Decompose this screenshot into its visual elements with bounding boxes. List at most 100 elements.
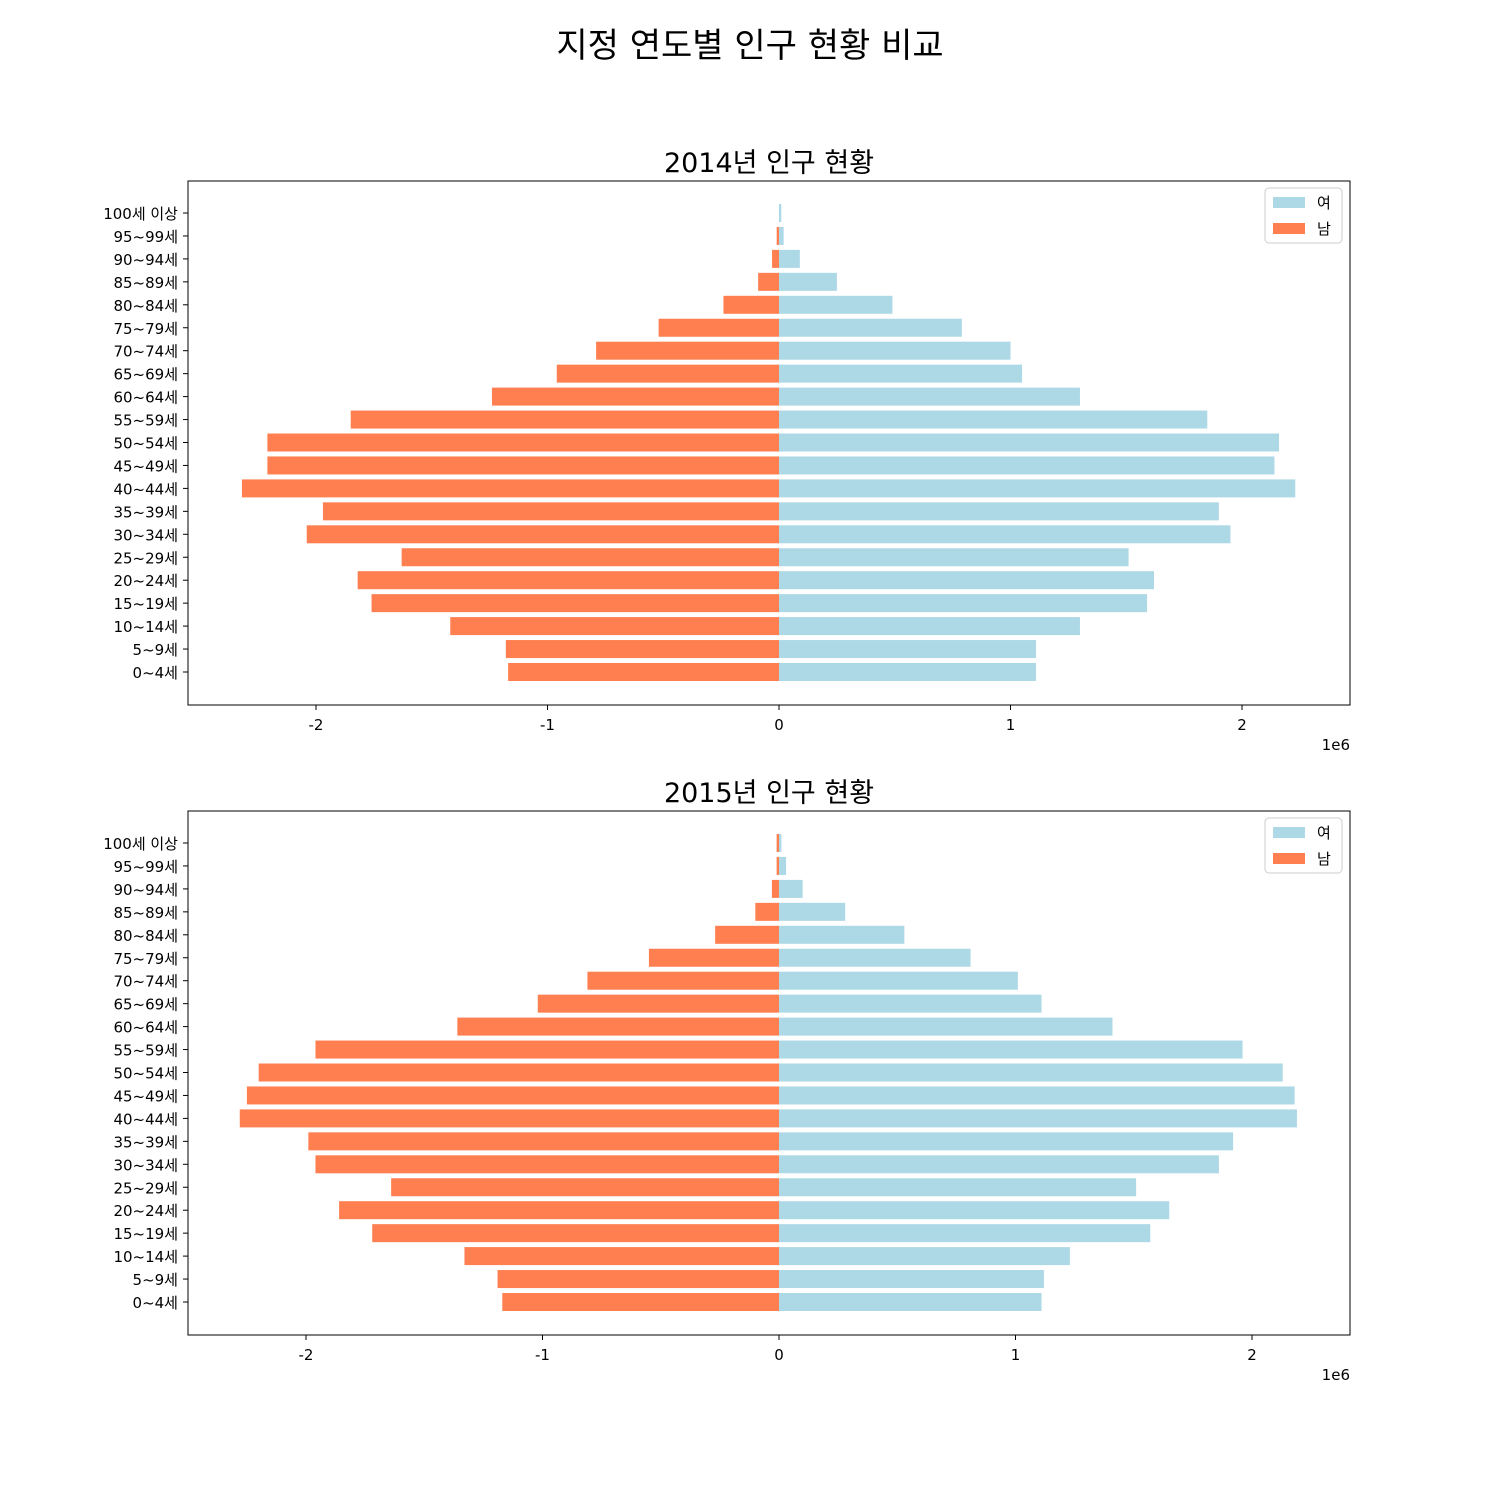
y-tick-label: 65~69세 bbox=[113, 996, 178, 1014]
bar-female-7 bbox=[779, 1132, 1234, 1151]
y-tick-label: 75~79세 bbox=[113, 320, 178, 338]
bar-male-5 bbox=[391, 1178, 779, 1197]
y-tick-label: 40~44세 bbox=[113, 480, 178, 498]
bar-male-14 bbox=[587, 971, 779, 990]
bar-male-6 bbox=[306, 525, 779, 544]
x-tick-label: 2 bbox=[1247, 1346, 1257, 1364]
legend-swatch-male bbox=[1273, 853, 1305, 864]
y-tick-label: 30~34세 bbox=[113, 1156, 178, 1174]
bar-male-9 bbox=[267, 456, 779, 475]
y-tick-label: 80~84세 bbox=[113, 297, 178, 315]
y-tick-label: 5~9세 bbox=[133, 1271, 178, 1289]
bar-male-11 bbox=[350, 410, 779, 429]
bar-female-18 bbox=[779, 879, 803, 898]
y-tick-label: 45~49세 bbox=[113, 457, 178, 475]
x-scale-label: 1e6 bbox=[1322, 736, 1350, 754]
chart-title: 2015년 인구 현황 bbox=[664, 778, 874, 809]
bar-female-17 bbox=[779, 272, 837, 291]
bar-male-18 bbox=[772, 249, 779, 268]
bar-male-3 bbox=[372, 1224, 779, 1243]
y-tick-label: 20~24세 bbox=[113, 572, 178, 590]
bar-female-16 bbox=[779, 925, 905, 944]
bar-female-1 bbox=[779, 640, 1036, 659]
y-tick-label: 10~14세 bbox=[113, 1248, 178, 1266]
bar-female-9 bbox=[779, 1086, 1295, 1105]
bar-male-20 bbox=[776, 834, 779, 852]
bar-male-17 bbox=[758, 272, 779, 291]
bar-female-7 bbox=[779, 502, 1219, 521]
legend-swatch-male bbox=[1273, 223, 1305, 234]
bar-male-7 bbox=[308, 1132, 779, 1151]
bar-male-16 bbox=[723, 295, 779, 314]
bar-male-18 bbox=[771, 879, 779, 898]
bar-male-0 bbox=[502, 1293, 779, 1311]
y-tick-label: 35~39세 bbox=[113, 503, 178, 521]
y-tick-label: 30~34세 bbox=[113, 526, 178, 544]
x-scale-label: 1e6 bbox=[1322, 1366, 1350, 1384]
bar-male-14 bbox=[596, 341, 779, 360]
bar-female-13 bbox=[779, 994, 1042, 1013]
bar-male-2 bbox=[464, 1247, 779, 1266]
x-tick-label: -1 bbox=[535, 1346, 550, 1364]
y-tick-label: 45~49세 bbox=[113, 1087, 178, 1105]
bar-male-6 bbox=[315, 1155, 779, 1174]
bar-female-12 bbox=[779, 1017, 1113, 1036]
y-tick-label: 55~59세 bbox=[113, 412, 178, 430]
bar-male-15 bbox=[658, 318, 779, 337]
y-tick-label: 85~89세 bbox=[113, 274, 178, 292]
bar-female-20 bbox=[779, 834, 782, 852]
chart-panel-2: 2015년 인구 현황 0~4세 5~9세 10~14세 15~19세 20~24세 25~… bbox=[103, 778, 1351, 1384]
bar-female-19 bbox=[779, 856, 787, 875]
bar-female-18 bbox=[779, 249, 800, 268]
y-tick-label: 80~84세 bbox=[113, 927, 178, 945]
bar-female-16 bbox=[779, 295, 893, 314]
bar-female-9 bbox=[779, 456, 1275, 475]
bar-female-0 bbox=[779, 663, 1036, 681]
y-tick-label: 50~54세 bbox=[113, 1065, 178, 1083]
bar-male-11 bbox=[315, 1040, 779, 1059]
bar-male-1 bbox=[497, 1270, 779, 1289]
y-tick-label: 100세 이상 bbox=[103, 205, 178, 223]
y-tick-label: 60~64세 bbox=[113, 389, 178, 407]
y-tick-label: 95~99세 bbox=[113, 858, 178, 876]
bar-male-13 bbox=[537, 994, 779, 1013]
bar-female-4 bbox=[779, 571, 1155, 590]
bar-female-2 bbox=[779, 617, 1080, 636]
bar-male-16 bbox=[715, 925, 779, 944]
y-tick-label: 90~94세 bbox=[113, 881, 178, 899]
y-tick-label: 65~69세 bbox=[113, 366, 178, 384]
y-tick-label: 60~64세 bbox=[113, 1019, 178, 1037]
x-tick-label: 0 bbox=[774, 716, 784, 734]
y-tick-label: 40~44세 bbox=[113, 1110, 178, 1128]
bar-female-2 bbox=[779, 1247, 1070, 1266]
legend-label-male: 남 bbox=[1317, 850, 1331, 868]
bar-female-15 bbox=[779, 948, 971, 967]
y-tick-label: 25~29세 bbox=[113, 549, 178, 567]
y-tick-label: 10~14세 bbox=[113, 618, 178, 636]
bar-female-8 bbox=[779, 479, 1296, 498]
x-tick-label: -2 bbox=[299, 1346, 314, 1364]
bar-female-8 bbox=[779, 1109, 1297, 1128]
legend-swatch-female bbox=[1273, 827, 1305, 838]
y-tick-label: 95~99세 bbox=[113, 228, 178, 246]
y-tick-label: 25~29세 bbox=[113, 1179, 178, 1197]
x-tick-label: 0 bbox=[774, 1346, 784, 1364]
y-tick-label: 5~9세 bbox=[133, 641, 178, 659]
x-tick-label: -2 bbox=[309, 716, 324, 734]
y-tick-label: 0~4세 bbox=[133, 1294, 178, 1312]
bar-male-7 bbox=[322, 502, 779, 521]
bar-male-17 bbox=[755, 902, 779, 921]
bar-female-1 bbox=[779, 1270, 1044, 1289]
bar-female-14 bbox=[779, 341, 1011, 360]
bar-male-19 bbox=[776, 856, 779, 875]
bar-female-14 bbox=[779, 971, 1018, 990]
bar-male-0 bbox=[508, 663, 779, 681]
bar-male-1 bbox=[505, 640, 779, 659]
bar-male-5 bbox=[401, 548, 779, 567]
y-tick-label: 75~79세 bbox=[113, 950, 178, 968]
chart-title: 2014년 인구 현황 bbox=[664, 148, 874, 179]
y-tick-label: 15~19세 bbox=[113, 595, 178, 613]
bar-female-17 bbox=[779, 902, 846, 921]
